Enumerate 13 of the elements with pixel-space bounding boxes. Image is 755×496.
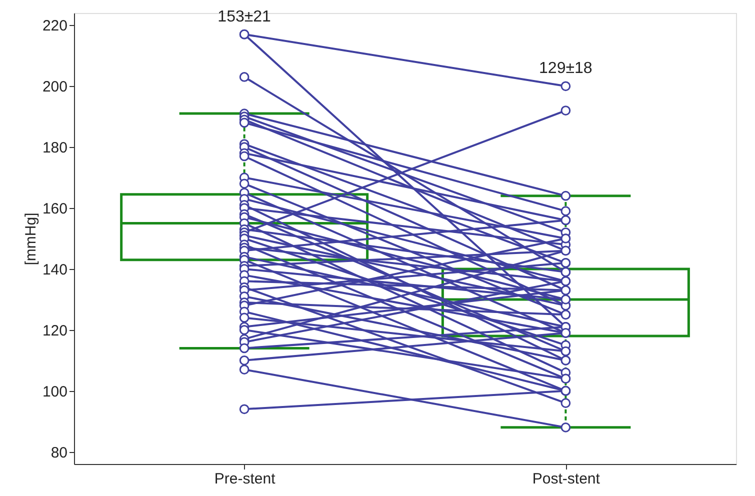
y-tick-label: 220 bbox=[42, 18, 68, 35]
annotation: 129±18 bbox=[539, 60, 592, 78]
y-tick-label: 160 bbox=[42, 200, 68, 218]
x-tick-label: Pre-stent bbox=[214, 470, 276, 488]
y-tick-label: 180 bbox=[42, 140, 68, 157]
y-axis-title: [mmHg] bbox=[22, 212, 40, 266]
x-tick-label: Post-stent bbox=[532, 470, 601, 488]
y-tick-label: 120 bbox=[42, 322, 68, 340]
y-tick-label: 100 bbox=[42, 383, 68, 400]
y-tick-label: 200 bbox=[42, 78, 68, 96]
y-tick-label: 140 bbox=[42, 261, 68, 278]
annotation: 153±21 bbox=[218, 8, 272, 26]
y-tick-label: 80 bbox=[50, 444, 68, 462]
